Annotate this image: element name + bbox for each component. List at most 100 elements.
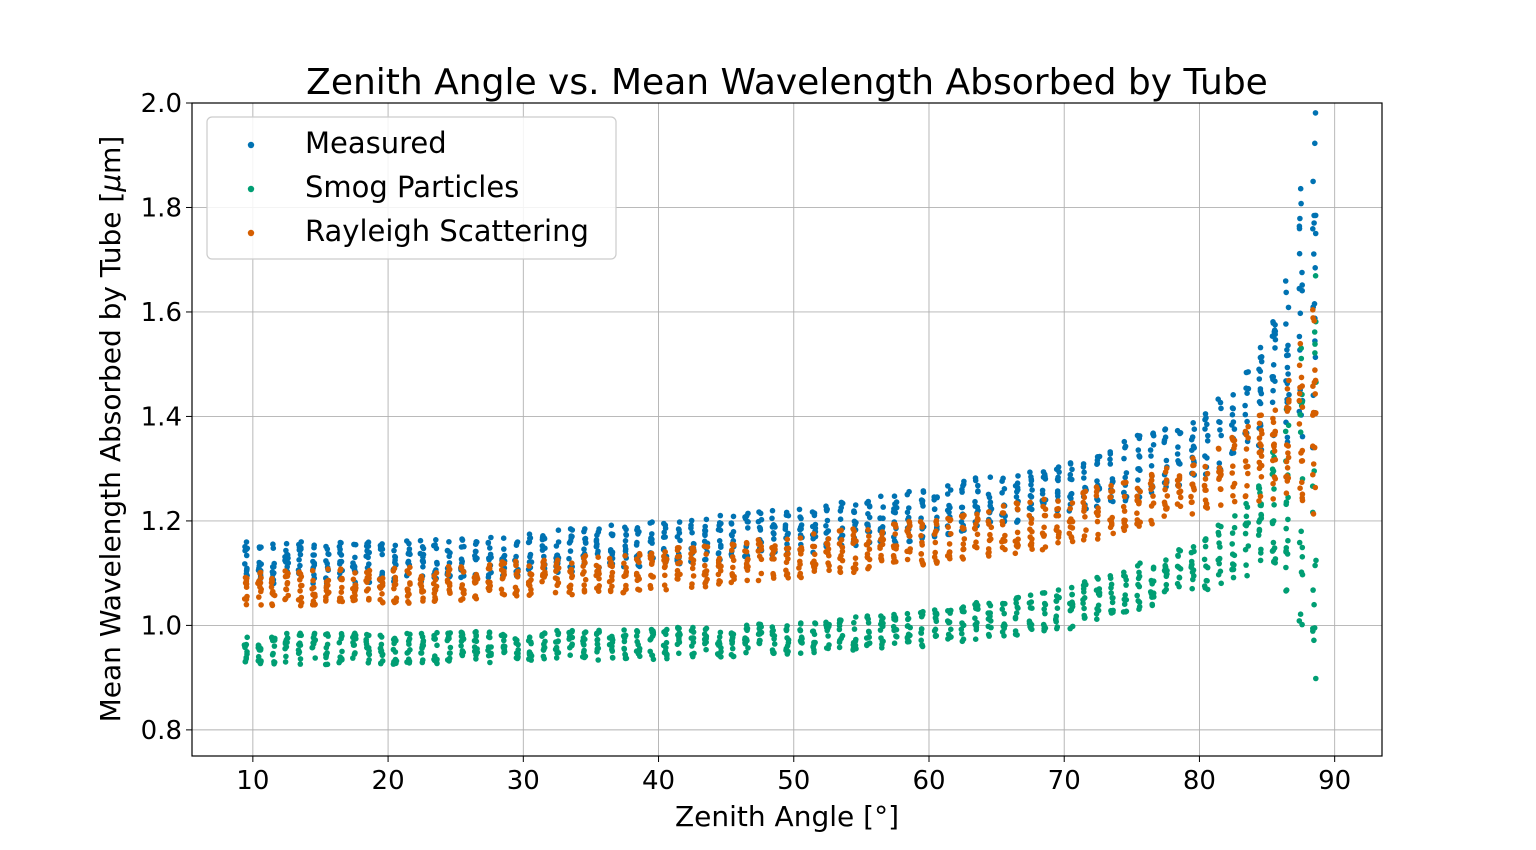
smog-particles-point [242, 658, 249, 665]
rayleigh-scattering-point [282, 596, 288, 603]
smog-particles-point [959, 630, 965, 637]
smog-particles-point [689, 651, 695, 658]
measured-point [837, 516, 844, 522]
rayleigh-scattering-point [1299, 491, 1306, 498]
measured-point [729, 532, 735, 539]
smog-particles-point [594, 641, 601, 647]
smog-particles-point [1161, 567, 1168, 574]
smog-particles-point [1149, 602, 1156, 609]
smog-particles-point [744, 637, 750, 644]
measured-point [1297, 185, 1304, 192]
rayleigh-scattering-point [932, 539, 939, 546]
rayleigh-scattering-point [866, 556, 873, 563]
rayleigh-scattering-point [689, 565, 696, 572]
smog-particles-point [539, 633, 545, 639]
smog-particles-point [1014, 595, 1020, 601]
smog-particles-point [729, 645, 736, 652]
rayleigh-scattering-point [539, 578, 545, 585]
smog-particles-point [1121, 601, 1128, 607]
measured-point [1310, 178, 1316, 185]
rayleigh-scattering-point [744, 540, 750, 547]
rayleigh-scattering-point [418, 583, 425, 589]
rayleigh-scattering-point [1015, 506, 1021, 513]
measured-point [1177, 430, 1183, 437]
rayleigh-scattering-point [703, 551, 709, 557]
rayleigh-scattering-point [879, 535, 885, 541]
rayleigh-scattering-point [730, 542, 736, 549]
measured-point [379, 546, 386, 552]
measured-point [296, 557, 302, 563]
smog-particles-point [1150, 566, 1157, 572]
rayleigh-scattering-point [636, 559, 642, 566]
measured-point [1296, 223, 1303, 229]
smog-particles-point [799, 640, 805, 646]
smog-particles-point [595, 657, 601, 663]
smog-particles-point [1229, 561, 1236, 567]
measured-point [488, 534, 494, 541]
smog-particles-point [1270, 468, 1277, 474]
smog-particles-point [582, 629, 589, 635]
rayleigh-scattering-point [1310, 307, 1316, 313]
measured-point [1284, 434, 1291, 441]
rayleigh-scattering-point [404, 593, 411, 599]
measured-point [1244, 390, 1250, 397]
rayleigh-scattering-point [878, 552, 884, 559]
measured-point [634, 525, 641, 531]
rayleigh-scattering-point [985, 518, 992, 525]
measured-point [500, 535, 507, 541]
rayleigh-scattering-point [974, 531, 981, 538]
rayleigh-scattering-point [1000, 536, 1006, 543]
rayleigh-scattering-point [352, 582, 359, 588]
smog-particles-point [755, 631, 762, 637]
measured-point [1256, 366, 1262, 373]
smog-particles-point [1297, 411, 1303, 418]
rayleigh-scattering-point [1069, 500, 1076, 506]
measured-point [419, 544, 426, 550]
smog-particles-point [446, 635, 452, 642]
smog-particles-point [1096, 590, 1103, 596]
rayleigh-scattering-point [743, 548, 750, 555]
rayleigh-scattering-point [391, 581, 398, 588]
measured-point [944, 491, 951, 497]
smog-particles-point [255, 642, 262, 648]
measured-point [689, 529, 695, 536]
measured-point [1272, 345, 1278, 351]
measured-point [1257, 344, 1264, 351]
smog-particles-point [434, 629, 440, 636]
measured-point [1175, 444, 1181, 450]
rayleigh-scattering-point [325, 577, 332, 584]
measured-point [583, 540, 589, 546]
rayleigh-scattering-point [420, 588, 427, 595]
rayleigh-scattering-point [931, 554, 938, 560]
smog-particles-point [771, 641, 778, 647]
smog-particles-point [1136, 599, 1143, 605]
measured-point [311, 542, 318, 548]
measured-point [1311, 212, 1317, 219]
rayleigh-scattering-point [515, 568, 521, 575]
smog-particles-point [1176, 574, 1183, 581]
rayleigh-scattering-point [338, 589, 345, 595]
rayleigh-scattering-point [879, 541, 886, 548]
measured-point [363, 553, 370, 559]
smog-particles-point [797, 650, 804, 656]
measured-point [622, 538, 629, 544]
measured-point [283, 547, 289, 554]
rayleigh-scattering-point [258, 602, 264, 608]
rayleigh-scattering-point [554, 582, 560, 589]
rayleigh-scattering-point [674, 547, 681, 554]
rayleigh-scattering-point [514, 574, 521, 580]
rayleigh-scattering-point [1081, 505, 1088, 512]
measured-point [769, 507, 776, 514]
rayleigh-scattering-point [1299, 458, 1306, 464]
rayleigh-scattering-point [661, 582, 668, 588]
measured-point [1148, 453, 1154, 459]
rayleigh-scattering-point [866, 533, 872, 539]
rayleigh-scattering-point [865, 565, 871, 572]
measured-point [1299, 433, 1306, 440]
rayleigh-scattering-point [379, 599, 386, 605]
legend-marker-rayleigh-scattering [247, 229, 255, 237]
rayleigh-scattering-point [918, 551, 925, 557]
rayleigh-scattering-point [299, 582, 305, 589]
measured-point [745, 525, 751, 531]
measured-point [569, 527, 576, 533]
